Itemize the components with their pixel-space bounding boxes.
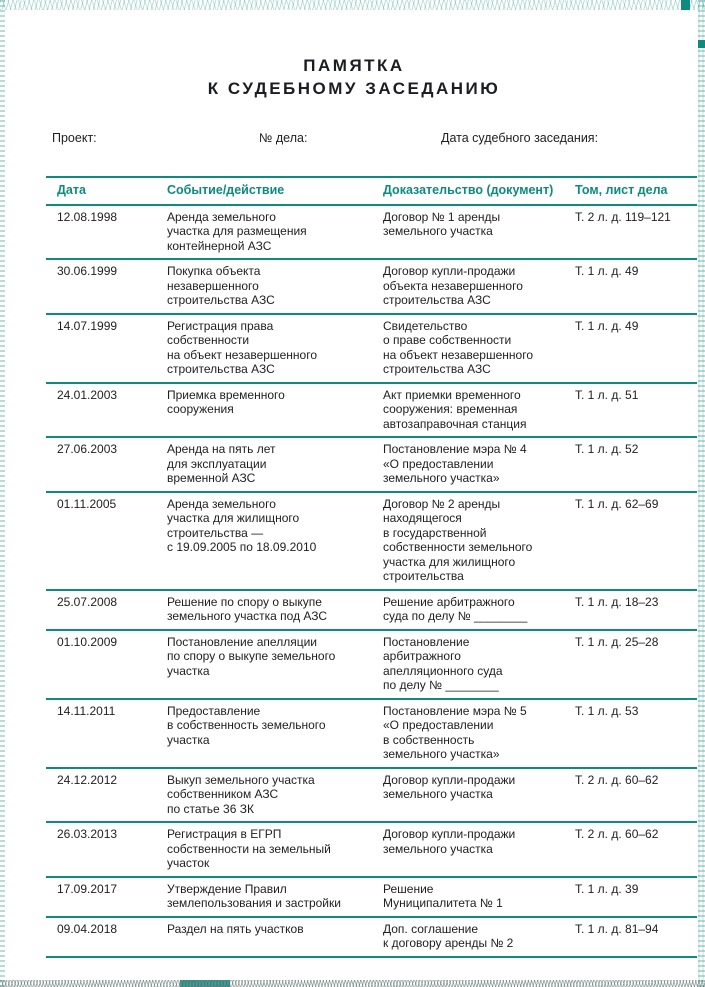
table-row: 24.01.2003 Приемка временного сооружения… [46, 381, 697, 437]
header-event: Событие/действие [167, 176, 383, 206]
cell-document: Свидетельство о праве собственности на о… [383, 312, 575, 383]
meta-row: Проект: № дела: Дата судебного заседания… [46, 131, 662, 146]
table-row: 27.06.2003 Аренда на пять лет для эксплу… [46, 436, 697, 492]
cell-document: Решение Муниципалитета № 1 [383, 875, 575, 917]
cell-volume: Т. 1 л. д. 49 [575, 312, 697, 383]
cell-document: Доп. соглашение к договору аренды № 2 [383, 915, 575, 958]
table-row: 17.09.2017 Утверждение Правил землепольз… [46, 875, 697, 917]
cell-document: Договор купли-продажи земельного участка [383, 766, 575, 822]
cell-document: Договор № 1 аренды земельного участка [383, 209, 501, 239]
project-label: Проект: [52, 131, 97, 145]
header-date: Дата [46, 176, 167, 206]
cell-event: Постановление апелляции по спору о выкуп… [167, 628, 383, 699]
cell-volume: Т. 1 л. д. 25–28 [575, 628, 697, 699]
cell-volume: Т. 1 л. д. 18–23 [575, 588, 697, 630]
cell-volume: Т. 2 л. д. 119–121 [575, 209, 671, 224]
cell-event: Покупка объекта незавершенного строитель… [167, 258, 383, 314]
cell-volume: Т. 2 л. д. 60–62 [575, 766, 697, 822]
cell-date: 25.07.2008 [46, 588, 167, 630]
guilloche-border-bottom [0, 980, 705, 987]
cell-date: 17.09.2017 [46, 875, 167, 917]
table-row: 01.11.2005 Аренда земельного участка для… [46, 490, 697, 590]
cell-document: Постановление мэра № 4 «О предоставлении… [383, 436, 575, 492]
cell-event: Регистрация в ЕГРП собственности на земе… [167, 821, 383, 877]
timeline-table: Дата Событие/действие Доказательство (до… [46, 176, 697, 958]
cell-document: Договор купли-продажи земельного участка [383, 821, 575, 877]
cell-volume: Т. 1 л. д. 39 [575, 875, 697, 917]
cell-event: Приемка временного сооружения [167, 381, 383, 437]
cell-date: 01.11.2005 [46, 490, 167, 590]
cell-document: Договор № 2 аренды находящегося в госуда… [383, 490, 575, 590]
cell-date: 26.03.2013 [46, 821, 167, 877]
cell-date: 12.08.1998 [57, 209, 118, 224]
cell-event: Аренда земельного участка для жилищного … [167, 490, 383, 590]
table-row: 14.07.1999 Регистрация права собственнос… [46, 312, 697, 383]
cell-volume: Т. 1 л. д. 49 [575, 258, 697, 314]
hearing-date-label: Дата судебного заседания: [441, 131, 599, 145]
guilloche-border-right [698, 0, 705, 987]
cell-volume: Т. 1 л. д. 52 [575, 436, 697, 492]
guilloche-border-left [0, 0, 5, 987]
cell-date: 09.04.2018 [46, 915, 167, 958]
table-row: 09.04.2018 Раздел на пять участков Доп. … [46, 915, 697, 958]
table-row: 26.03.2013 Регистрация в ЕГРП собственно… [46, 821, 697, 877]
cell-event: Регистрация права собственности на объек… [167, 312, 383, 383]
cell-event: Аренда на пять лет для эксплуатации врем… [167, 436, 383, 492]
cell-volume: Т. 1 л. д. 62–69 [575, 490, 697, 590]
border-accent-bottom [180, 980, 230, 987]
page-content: ПАМЯТКА К СУДЕБНОМУ ЗАСЕДАНИЮ Проект: № … [46, 0, 697, 958]
cell-document: Акт приемки временного сооружения: време… [383, 381, 575, 437]
cell-event: Утверждение Правил землепользования и за… [167, 875, 383, 917]
cell-volume: Т. 1 л. д. 51 [575, 381, 697, 437]
cell-date: 01.10.2009 [46, 628, 167, 699]
page-title-line1: ПАМЯТКА [303, 56, 405, 75]
table-header-row: Дата Событие/действие Доказательство (до… [46, 176, 697, 206]
cell-document: Решение арбитражного суда по делу № ____… [383, 588, 575, 630]
cell-volume: Т. 1 л. д. 81–94 [575, 915, 697, 958]
cell-event: Раздел на пять участков [167, 915, 383, 958]
cell-date: 27.06.2003 [46, 436, 167, 492]
cell-date: 14.11.2011 [46, 697, 167, 768]
guilloche-border-top [0, 0, 705, 10]
cell-event: Аренда земельного участка для размещения… [167, 209, 307, 253]
table-row: 25.07.2008 Решение по спору о выкупе зем… [46, 588, 697, 630]
header-document: Доказательство (документ) [383, 176, 575, 206]
page-title: ПАМЯТКА К СУДЕБНОМУ ЗАСЕДАНИЮ [46, 54, 662, 100]
cell-document: Постановление мэра № 5 «О предоставлении… [383, 697, 575, 768]
header-volume: Том, лист дела [575, 176, 697, 206]
cell-date: 24.12.2012 [46, 766, 167, 822]
cell-date: 30.06.1999 [46, 258, 167, 314]
case-number-label: № дела: [259, 131, 308, 145]
table-row: 30.06.1999 Покупка объекта незавершенног… [46, 258, 697, 314]
cell-volume: Т. 2 л. д. 60–62 [575, 821, 697, 877]
cell-event: Выкуп земельного участка собственником А… [167, 766, 383, 822]
table-row: 14.11.2011 Предоставление в собственност… [46, 697, 697, 768]
cell-event: Решение по спору о выкупе земельного уча… [167, 588, 383, 630]
cell-volume: Т. 1 л. д. 53 [575, 697, 697, 768]
table-row: 12.08.1998 Аренда земельного участка для… [46, 205, 697, 260]
page-title-line2: К СУДЕБНОМУ ЗАСЕДАНИЮ [207, 79, 501, 98]
cell-date: 24.01.2003 [46, 381, 167, 437]
table-row: 24.12.2012 Выкуп земельного участка собс… [46, 766, 697, 822]
cell-document: Договор купли-продажи объекта незавершен… [383, 258, 575, 314]
cell-date: 14.07.1999 [46, 312, 167, 383]
cell-document: Постановление арбитражного апелляционног… [383, 628, 575, 699]
cell-event: Предоставление в собственность земельног… [167, 697, 383, 768]
border-accent-top [681, 0, 690, 10]
table-row: 01.10.2009 Постановление апелляции по сп… [46, 628, 697, 699]
border-accent-right [698, 40, 705, 48]
